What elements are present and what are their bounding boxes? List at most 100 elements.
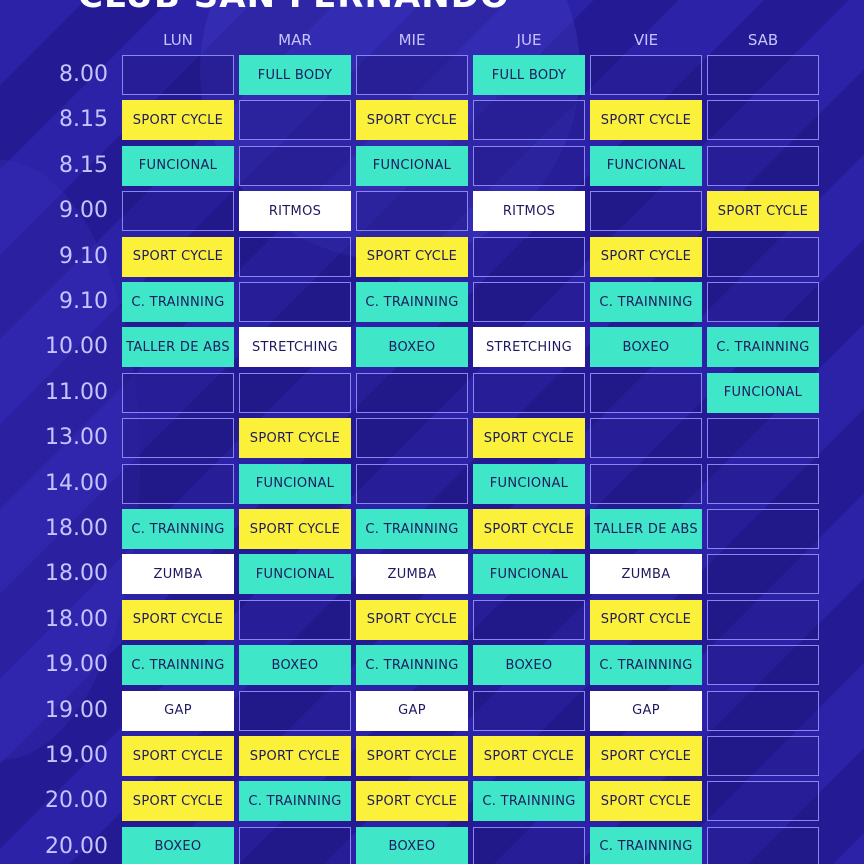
empty-slot bbox=[707, 781, 819, 822]
time-label: 8.15 bbox=[59, 107, 108, 133]
class-slot: ZUMBA bbox=[590, 554, 702, 595]
empty-slot bbox=[590, 191, 702, 232]
empty-slot bbox=[707, 418, 819, 459]
class-slot: C. TRAINNING bbox=[122, 645, 234, 686]
empty-slot bbox=[239, 690, 351, 731]
class-slot: C. TRAINNING bbox=[239, 781, 351, 822]
empty-slot bbox=[473, 145, 585, 186]
class-slot: SPORT CYCLE bbox=[122, 236, 234, 277]
class-slot: GAP bbox=[356, 690, 468, 731]
empty-slot bbox=[707, 690, 819, 731]
empty-slot bbox=[122, 418, 234, 459]
class-slot: C. TRAINNING bbox=[356, 282, 468, 322]
empty-slot bbox=[590, 418, 702, 459]
empty-slot bbox=[239, 599, 351, 640]
empty-slot bbox=[473, 236, 585, 277]
class-slot: SPORT CYCLE bbox=[356, 599, 468, 640]
class-slot: SPORT CYCLE bbox=[356, 781, 468, 822]
empty-slot bbox=[239, 145, 351, 186]
class-slot: C. TRAINNING bbox=[590, 826, 702, 864]
class-slot: GAP bbox=[590, 690, 702, 731]
time-label: 8.15 bbox=[59, 152, 108, 178]
class-slot: SPORT CYCLE bbox=[239, 736, 351, 776]
empty-slot bbox=[122, 55, 234, 95]
class-slot: SPORT CYCLE bbox=[473, 509, 585, 549]
class-slot: BOXEO bbox=[356, 327, 468, 368]
empty-slot bbox=[356, 418, 468, 459]
time-label: 9.10 bbox=[59, 289, 108, 314]
empty-slot bbox=[707, 463, 819, 504]
class-slot: SPORT CYCLE bbox=[590, 736, 702, 776]
day-header: MAR bbox=[278, 31, 312, 49]
class-slot: SPORT CYCLE bbox=[473, 418, 585, 459]
time-label: 20.00 bbox=[45, 788, 108, 814]
empty-slot bbox=[707, 736, 819, 776]
class-slot: BOXEO bbox=[239, 645, 351, 686]
class-slot: FULL BODY bbox=[239, 55, 351, 95]
class-slot: GAP bbox=[122, 690, 234, 731]
class-slot: C. TRAINNING bbox=[590, 282, 702, 322]
class-slot: RITMOS bbox=[473, 191, 585, 232]
class-slot: STRETCHING bbox=[473, 327, 585, 368]
empty-slot bbox=[590, 372, 702, 413]
time-label: 18.00 bbox=[45, 606, 108, 632]
time-label: 8.00 bbox=[59, 62, 108, 87]
day-header: VIE bbox=[633, 31, 659, 49]
time-label: 18.00 bbox=[45, 561, 108, 587]
time-label: 13.00 bbox=[45, 425, 108, 451]
class-slot: FUNCIONAL bbox=[239, 554, 351, 595]
empty-slot bbox=[707, 100, 819, 141]
class-slot: SPORT CYCLE bbox=[239, 418, 351, 459]
class-slot: BOXEO bbox=[356, 826, 468, 864]
class-slot: C. TRAINNING bbox=[356, 645, 468, 686]
day-header: MIE bbox=[398, 31, 426, 49]
class-slot: SPORT CYCLE bbox=[356, 736, 468, 776]
empty-slot bbox=[473, 826, 585, 864]
time-label: 9.10 bbox=[59, 243, 108, 269]
class-slot: C. TRAINNING bbox=[122, 282, 234, 322]
class-slot: SPORT CYCLE bbox=[122, 736, 234, 776]
empty-slot bbox=[356, 191, 468, 232]
class-slot: SPORT CYCLE bbox=[590, 100, 702, 141]
empty-slot bbox=[473, 690, 585, 731]
class-slot: BOXEO bbox=[590, 327, 702, 368]
class-slot: RITMOS bbox=[239, 191, 351, 232]
class-slot: FUNCIONAL bbox=[122, 145, 234, 186]
empty-slot bbox=[473, 282, 585, 322]
class-slot: FUNCIONAL bbox=[473, 554, 585, 595]
time-label: 18.00 bbox=[45, 516, 108, 541]
class-slot: FUNCIONAL bbox=[239, 463, 351, 504]
time-label: 19.00 bbox=[45, 697, 108, 723]
empty-slot bbox=[356, 372, 468, 413]
class-slot: SPORT CYCLE bbox=[356, 236, 468, 277]
empty-slot bbox=[707, 645, 819, 686]
class-slot: C. TRAINNING bbox=[590, 645, 702, 686]
class-slot: SPORT CYCLE bbox=[707, 191, 819, 232]
class-slot: SPORT CYCLE bbox=[590, 781, 702, 822]
time-label: 19.00 bbox=[45, 743, 108, 768]
empty-slot bbox=[239, 282, 351, 322]
empty-slot bbox=[122, 372, 234, 413]
empty-slot bbox=[239, 372, 351, 413]
empty-slot bbox=[356, 463, 468, 504]
class-slot: C. TRAINNING bbox=[473, 781, 585, 822]
class-slot: TALLER DE ABS bbox=[590, 509, 702, 549]
empty-slot bbox=[707, 509, 819, 549]
empty-slot bbox=[707, 554, 819, 595]
empty-slot bbox=[590, 55, 702, 95]
time-label: 10.00 bbox=[45, 334, 108, 360]
class-slot: SPORT CYCLE bbox=[356, 100, 468, 141]
empty-slot bbox=[239, 826, 351, 864]
class-slot: TALLER DE ABS bbox=[122, 327, 234, 368]
time-label: 20.00 bbox=[45, 833, 108, 859]
class-slot: C. TRAINNING bbox=[356, 509, 468, 549]
time-label: 19.00 bbox=[45, 652, 108, 678]
class-slot: ZUMBA bbox=[356, 554, 468, 595]
empty-slot bbox=[707, 145, 819, 186]
class-slot: BOXEO bbox=[473, 645, 585, 686]
class-slot: SPORT CYCLE bbox=[239, 509, 351, 549]
class-slot: C. TRAINNING bbox=[122, 509, 234, 549]
class-slot: STRETCHING bbox=[239, 327, 351, 368]
class-slot: FUNCIONAL bbox=[356, 145, 468, 186]
